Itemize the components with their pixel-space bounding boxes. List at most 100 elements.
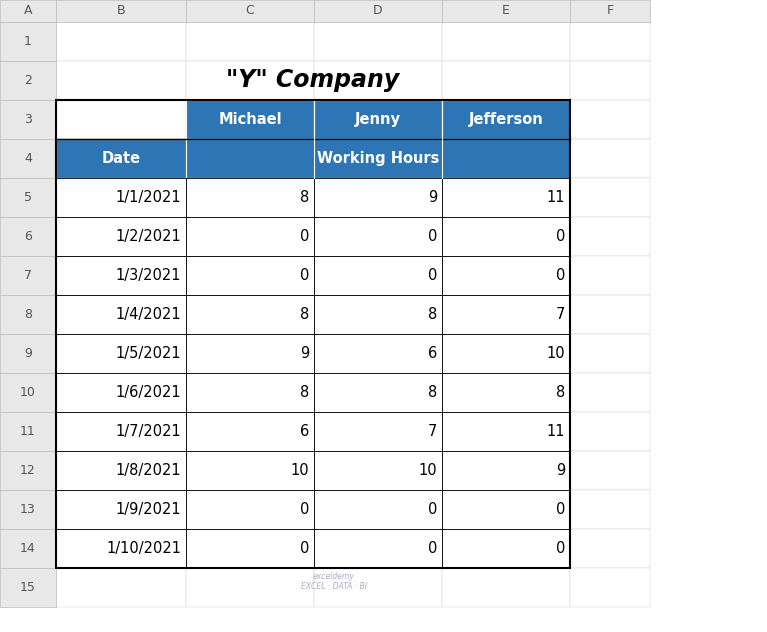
Text: 0: 0	[300, 268, 309, 283]
Text: Working Hours: Working Hours	[317, 151, 439, 166]
Text: 8: 8	[428, 385, 437, 400]
Bar	[0, 22, 56, 61]
Text: 1/8/2021: 1/8/2021	[115, 463, 181, 478]
Bar	[56, 334, 186, 373]
Bar	[442, 490, 570, 529]
Text: 0: 0	[300, 502, 309, 517]
Text: 10: 10	[546, 346, 565, 361]
Bar	[314, 0, 442, 22]
Text: 1/6/2021: 1/6/2021	[115, 385, 181, 400]
Bar	[314, 217, 442, 256]
Bar	[570, 295, 650, 334]
Text: F: F	[607, 4, 614, 18]
Bar	[186, 178, 314, 217]
Bar	[314, 295, 442, 334]
Bar	[56, 334, 186, 373]
Bar	[56, 178, 186, 217]
Bar	[0, 0, 56, 22]
Bar	[570, 529, 650, 568]
Bar	[0, 490, 56, 529]
Bar	[314, 412, 442, 451]
Bar	[0, 61, 56, 100]
Bar	[570, 490, 650, 529]
Bar	[314, 22, 442, 61]
Bar	[442, 22, 570, 61]
Text: 6: 6	[24, 230, 32, 243]
Bar	[56, 412, 186, 451]
Text: E: E	[502, 4, 510, 18]
Bar	[186, 295, 314, 334]
Text: 10: 10	[20, 386, 36, 399]
Bar	[186, 178, 314, 217]
Bar	[0, 334, 56, 373]
Text: 4: 4	[24, 152, 32, 165]
Text: 11: 11	[20, 425, 36, 438]
Text: 0: 0	[555, 541, 565, 556]
Text: 0: 0	[428, 502, 437, 517]
Text: 6: 6	[300, 424, 309, 439]
Bar	[314, 139, 442, 178]
Bar	[442, 178, 570, 217]
Bar	[570, 22, 650, 61]
Bar	[570, 568, 650, 607]
Bar	[442, 529, 570, 568]
Bar	[186, 256, 314, 295]
Text: 8: 8	[428, 307, 437, 322]
Bar	[314, 295, 442, 334]
Bar	[186, 412, 314, 451]
Text: 10: 10	[418, 463, 437, 478]
Bar	[442, 451, 570, 490]
Bar	[442, 412, 570, 451]
Text: 12: 12	[20, 464, 36, 477]
Bar	[442, 529, 570, 568]
Text: 6: 6	[428, 346, 437, 361]
Text: 8: 8	[300, 385, 309, 400]
Bar	[186, 451, 314, 490]
Bar	[0, 568, 56, 607]
Bar	[314, 451, 442, 490]
Text: Jenny: Jenny	[355, 112, 401, 127]
Bar	[56, 373, 186, 412]
Bar	[186, 139, 570, 178]
Text: Michael: Michael	[218, 112, 281, 127]
Bar	[56, 100, 570, 568]
Text: 1: 1	[24, 35, 32, 48]
Bar	[442, 139, 570, 178]
Bar	[186, 529, 314, 568]
Text: 0: 0	[428, 541, 437, 556]
Bar	[314, 451, 442, 490]
Bar	[570, 373, 650, 412]
Bar	[570, 334, 650, 373]
Bar	[314, 334, 442, 373]
Bar	[0, 256, 56, 295]
Bar	[442, 256, 570, 295]
Bar	[186, 139, 314, 178]
Bar	[0, 373, 56, 412]
Text: 9: 9	[24, 347, 32, 360]
Bar	[0, 217, 56, 256]
Bar	[442, 100, 570, 139]
Bar	[0, 100, 56, 139]
Bar	[314, 256, 442, 295]
Text: B: B	[117, 4, 125, 18]
Bar	[0, 178, 56, 217]
Bar	[56, 490, 186, 529]
Bar	[442, 334, 570, 373]
Bar	[56, 256, 186, 295]
Bar	[186, 412, 314, 451]
Text: 2: 2	[24, 74, 32, 87]
Text: 0: 0	[555, 268, 565, 283]
Bar	[0, 412, 56, 451]
Bar	[0, 451, 56, 490]
Bar	[186, 0, 314, 22]
Bar	[186, 529, 314, 568]
Text: C: C	[245, 4, 255, 18]
Bar	[570, 217, 650, 256]
Bar	[314, 100, 442, 139]
Text: 1/5/2021: 1/5/2021	[115, 346, 181, 361]
Bar	[56, 568, 186, 607]
Bar	[442, 295, 570, 334]
Bar	[0, 295, 56, 334]
Bar	[314, 334, 442, 373]
Text: 1/2/2021: 1/2/2021	[115, 229, 181, 244]
